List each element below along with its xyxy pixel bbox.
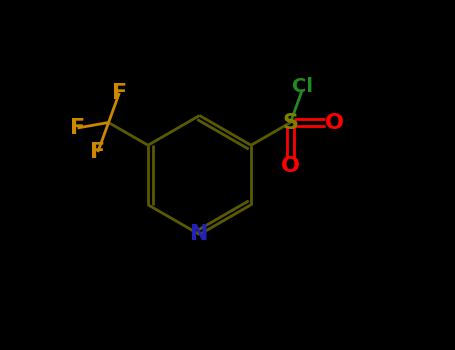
Text: O: O xyxy=(325,112,344,133)
Text: O: O xyxy=(281,156,300,176)
Text: N: N xyxy=(190,224,209,245)
Text: Cl: Cl xyxy=(292,77,313,96)
Text: F: F xyxy=(112,83,127,103)
Text: F: F xyxy=(70,118,85,138)
Text: F: F xyxy=(90,142,106,162)
Text: S: S xyxy=(283,112,298,133)
